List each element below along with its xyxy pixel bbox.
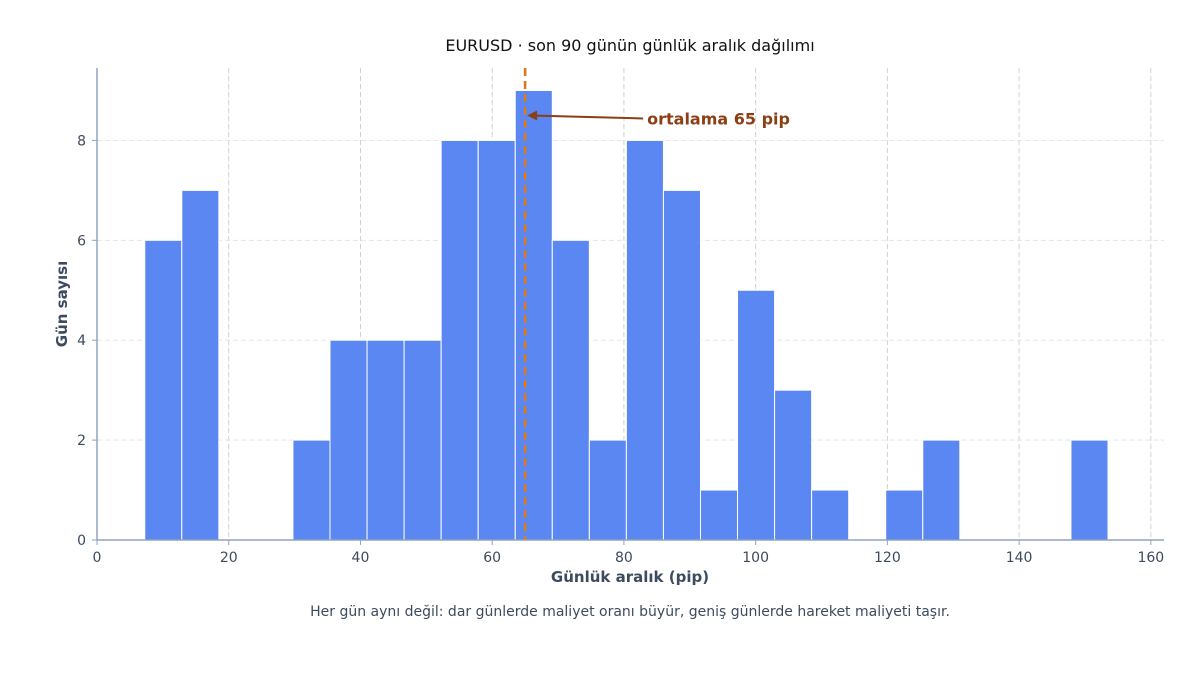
histogram-bar (811, 489, 850, 541)
y-axis-label: Gün sayısı (53, 261, 71, 347)
histogram-bar (662, 189, 701, 541)
histogram-bar (144, 239, 183, 541)
histogram-bar (551, 239, 590, 541)
y-tick-label: 2 (77, 433, 86, 449)
y-tick-label: 6 (77, 233, 86, 249)
histogram-bar (477, 139, 516, 541)
y-tick-label: 8 (77, 133, 86, 149)
x-tick-label: 100 (742, 550, 769, 566)
chart-caption: Her gün aynı değil: dar günlerde maliyet… (310, 604, 950, 620)
histogram-bar (699, 489, 739, 541)
histogram-bar (440, 139, 479, 541)
histogram-bar (403, 339, 442, 541)
annotation-group: ortalama 65 pip (527, 109, 790, 128)
histogram-bar (181, 189, 220, 541)
x-tick-label: 0 (93, 550, 102, 566)
x-tick-label: 160 (1137, 550, 1164, 566)
x-tick-label: 20 (220, 550, 238, 566)
histogram-bar (366, 339, 405, 541)
axes (96, 68, 1164, 541)
x-tick-label: 40 (352, 550, 370, 566)
histogram-bar (625, 139, 664, 541)
histogram-bar (885, 489, 924, 541)
histogram-bar (922, 439, 961, 541)
histogram-bar (774, 389, 813, 541)
y-tick-label: 0 (77, 533, 86, 549)
histogram-bar (329, 339, 368, 541)
annotation-arrowhead (527, 110, 538, 121)
y-tick-label: 4 (77, 333, 86, 349)
annotation-label: ortalama 65 pip (647, 109, 790, 128)
x-tick-label: 80 (615, 550, 633, 566)
annotation-arrow (531, 114, 644, 120)
x-axis-label: Günlük aralık (pip) (551, 568, 709, 586)
histogram-bar (737, 289, 776, 541)
x-tick-label: 60 (483, 550, 501, 566)
tick-labels: 0 20 40 60 80 100 120 140 160 0 2 4 6 8 (77, 133, 1164, 566)
x-tick-label: 140 (1006, 550, 1033, 566)
histogram-bar (1070, 439, 1109, 541)
bars (144, 89, 1109, 541)
histogram-bar (514, 89, 553, 541)
histogram-bar (292, 439, 331, 541)
histogram-bar (588, 439, 627, 541)
x-tick-label: 120 (874, 550, 901, 566)
chart-title: EURUSD · son 90 günün günlük aralık dağı… (445, 36, 814, 55)
